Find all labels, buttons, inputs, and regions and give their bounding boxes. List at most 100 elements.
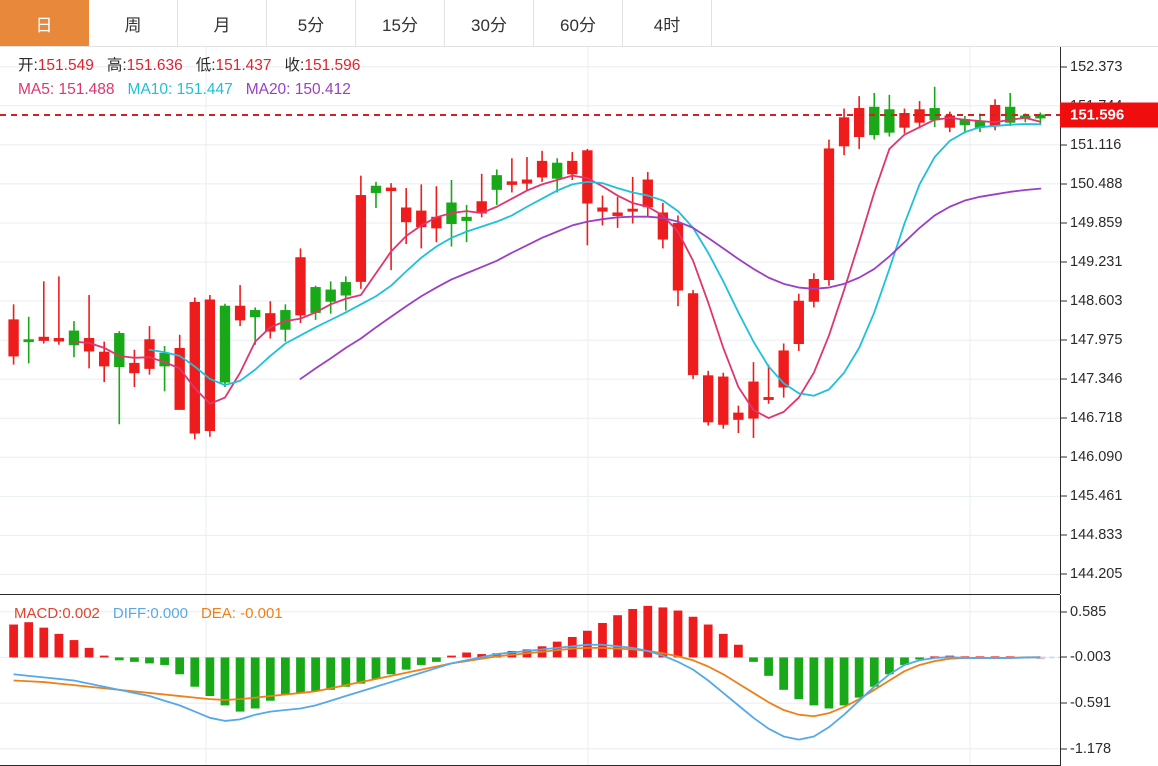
- tab-30min[interactable]: 30分: [445, 0, 534, 46]
- candle-body: [627, 208, 638, 212]
- price-tick-mark: [1060, 495, 1067, 497]
- candle-body: [461, 216, 472, 221]
- candle-body: [8, 319, 19, 357]
- macd-chart-svg: [0, 595, 1060, 766]
- price-tick-label: 152.373: [1070, 58, 1123, 75]
- macd-histogram-bar: [764, 657, 773, 676]
- macd-histogram-bar: [447, 655, 456, 658]
- candle-body: [808, 278, 820, 302]
- price-tick-mark: [1060, 378, 1067, 380]
- macd-histogram-bar: [824, 657, 834, 709]
- macd-histogram-bar: [779, 657, 789, 690]
- macd-histogram-bar: [869, 657, 879, 687]
- macd-tick-mark: [1060, 748, 1067, 750]
- ma10-line: [148, 123, 1042, 397]
- macd-histogram-bar: [54, 633, 64, 658]
- macd-histogram-bar: [145, 657, 154, 664]
- macd-histogram-bar: [220, 657, 230, 706]
- candle-body: [38, 336, 49, 341]
- candle-body: [838, 117, 850, 147]
- candle-body: [325, 289, 336, 302]
- macd-tick-label: -0.003: [1070, 649, 1112, 666]
- macd-plot-area[interactable]: [0, 595, 1060, 766]
- macd-histogram-bar: [643, 605, 653, 658]
- price-tick-label: 149.859: [1070, 214, 1123, 231]
- tab-day[interactable]: 日: [0, 0, 89, 46]
- macd-histogram-bar: [658, 607, 668, 658]
- candle-body: [204, 299, 216, 432]
- tab-15min[interactable]: 15分: [356, 0, 445, 46]
- macd-histogram-bar: [462, 652, 471, 658]
- panel-divider: [0, 594, 1060, 595]
- candle-body: [265, 313, 276, 332]
- price-tick-label: 151.116: [1070, 136, 1122, 153]
- macd-histogram-bar: [114, 657, 124, 661]
- price-tick-mark: [1060, 66, 1067, 68]
- candle-body: [567, 160, 578, 175]
- macd-tick-label: -1.178: [1070, 740, 1112, 757]
- macd-histogram-bar: [477, 654, 487, 658]
- macd-histogram-bar: [356, 657, 366, 684]
- candle-body: [702, 375, 714, 423]
- tab-60min[interactable]: 60分: [534, 0, 623, 46]
- price-tick-label: 150.488: [1070, 175, 1123, 192]
- macd-histogram-bar: [718, 633, 728, 658]
- price-tick-mark: [1060, 534, 1067, 536]
- candle-body: [823, 148, 835, 280]
- price-axis: 152.373151.744151.116150.488149.859149.2…: [1060, 47, 1158, 594]
- candle-body: [718, 376, 729, 425]
- candle-body: [733, 412, 744, 420]
- tab-5min[interactable]: 5分: [267, 0, 356, 46]
- price-tick-label: 147.346: [1070, 371, 1123, 388]
- macd-histogram-bar: [854, 657, 864, 698]
- price-tick-label: 144.833: [1070, 527, 1123, 544]
- candle-body: [778, 350, 789, 388]
- price-tick-label: 149.231: [1070, 254, 1123, 270]
- price-tick-mark: [1060, 300, 1067, 302]
- macd-histogram-bar: [160, 657, 169, 665]
- tab-month[interactable]: 月: [178, 0, 267, 46]
- candle-body: [23, 339, 34, 343]
- candle-body: [536, 160, 548, 178]
- candle-body: [310, 287, 321, 313]
- price-tick-label: 144.205: [1070, 566, 1123, 583]
- candle-body: [189, 301, 200, 434]
- macd-histogram-bar: [915, 657, 924, 660]
- macd-histogram-bar: [733, 644, 743, 658]
- price-tick-mark: [1060, 261, 1067, 263]
- macd-tick-mark: [1060, 656, 1067, 658]
- price-tick-mark: [1060, 417, 1067, 419]
- macd-histogram-bar: [432, 657, 441, 662]
- candle-body: [144, 339, 155, 369]
- macd-histogram-bar: [598, 622, 607, 658]
- candle-body: [99, 351, 110, 367]
- tab-4hour[interactable]: 4时: [623, 0, 712, 46]
- macd-histogram-bar: [24, 622, 34, 658]
- macd-histogram-bar: [492, 653, 502, 658]
- price-plot-area[interactable]: [0, 47, 1060, 594]
- candle-body: [219, 305, 231, 383]
- candle-body: [355, 195, 367, 282]
- candle-body: [1035, 114, 1046, 119]
- price-tick-mark: [1060, 144, 1067, 146]
- candle-body: [763, 397, 774, 400]
- candle-body: [385, 187, 397, 192]
- macd-tick-mark: [1060, 611, 1067, 613]
- ma20-line: [299, 187, 1042, 380]
- macd-histogram-bar: [371, 657, 381, 679]
- price-tick-mark: [1060, 456, 1067, 458]
- ma5-line: [73, 116, 1042, 419]
- price-tick-label: 146.718: [1070, 410, 1123, 427]
- price-tick-label: 147.975: [1070, 332, 1123, 349]
- macd-histogram-bar: [175, 657, 185, 675]
- price-tick-mark: [1060, 183, 1067, 185]
- macd-histogram-bar: [235, 657, 245, 712]
- candle-body: [642, 179, 653, 208]
- macd-histogram-bar: [673, 610, 683, 658]
- candle-body: [491, 175, 502, 190]
- tab-week[interactable]: 周: [89, 0, 178, 46]
- macd-axis-line: [1060, 595, 1061, 766]
- candle-body: [597, 207, 608, 212]
- price-tick-mark: [1060, 573, 1067, 575]
